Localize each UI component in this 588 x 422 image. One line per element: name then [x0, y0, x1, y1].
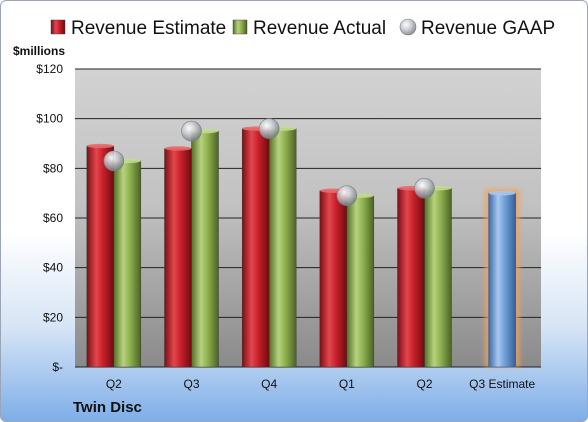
unit-label: $millions: [13, 44, 65, 58]
bar-revenue-actual: [346, 195, 375, 368]
marker-revenue-gaap: [336, 185, 358, 206]
company-label: Twin Disc: [73, 399, 142, 416]
x-tick-label: Q2: [106, 377, 122, 391]
bar-revenue-actual: [268, 128, 297, 368]
bar-revenue-actual: [424, 187, 452, 368]
bar-revenue-estimate: [164, 148, 192, 368]
marker-revenue-gaap: [258, 118, 280, 139]
marker-revenue-gaap: [414, 177, 435, 199]
legend-swatch: [232, 19, 248, 35]
y-tick-label: $80: [43, 161, 63, 175]
bar-revenue-actual: [191, 130, 219, 368]
y-axis: $- $20 $40 $60 $80 $100 $120: [36, 62, 63, 374]
bar-revenue-estimate: [86, 145, 115, 368]
bar-revenue-estimate: [397, 187, 425, 368]
y-tick-label: $20: [43, 310, 63, 324]
y-tick-label: $40: [43, 261, 63, 275]
marker-revenue-gaap: [103, 150, 125, 172]
bar-estimate-next: [488, 192, 516, 368]
gaap-markers: [103, 118, 435, 206]
bar-cap: [86, 143, 114, 149]
legend-swatch: [399, 18, 417, 36]
y-tick-label: $100: [36, 112, 63, 126]
x-tick-label: Q2: [416, 377, 432, 391]
x-tick-label: Q3 Estimate: [469, 377, 535, 391]
x-axis: Q2 Q3 Q4 Q1 Q2 Q3 Estimate: [106, 377, 536, 391]
bar-cap: [488, 190, 516, 196]
bar-revenue-estimate: [319, 190, 348, 368]
legend: Revenue Estimate Revenue Actual Revenue GA…: [50, 18, 555, 39]
y-tick-label: $120: [36, 62, 63, 76]
gridlines: [75, 68, 541, 368]
bars: [86, 126, 520, 368]
bar-revenue-actual: [113, 160, 142, 368]
marker-revenue-gaap: [181, 120, 202, 142]
x-tick-label: Q3: [183, 377, 199, 391]
y-tick-label: $60: [43, 211, 63, 225]
x-tick-label: Q4: [261, 377, 277, 391]
bar-revenue-estimate: [241, 128, 270, 368]
y-tick-label: $-: [52, 360, 63, 374]
legend-swatch: [50, 19, 66, 35]
legend-label: Revenue Actual: [253, 18, 386, 39]
x-tick-label: Q1: [339, 377, 355, 391]
legend-label: Revenue Estimate: [71, 18, 226, 39]
bar-cap: [164, 146, 192, 151]
legend-label: Revenue GAAP: [421, 18, 555, 39]
